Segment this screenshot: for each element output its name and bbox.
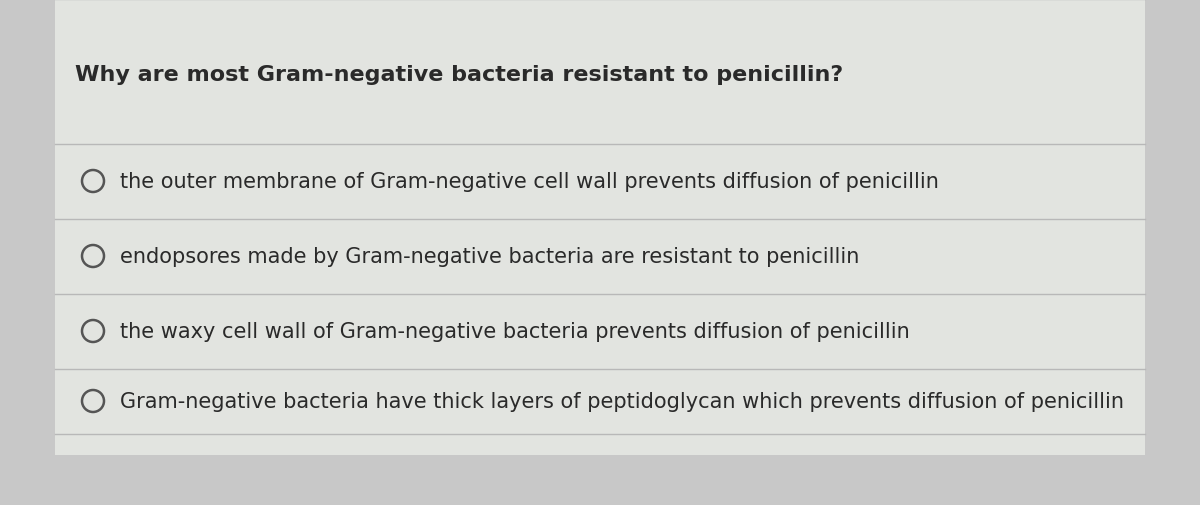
Text: endopsores made by Gram-negative bacteria are resistant to penicillin: endopsores made by Gram-negative bacteri… <box>120 246 859 267</box>
FancyBboxPatch shape <box>55 0 1145 455</box>
Text: Gram-negative bacteria have thick layers of peptidoglycan which prevents diffusi: Gram-negative bacteria have thick layers… <box>120 391 1124 411</box>
Text: the outer membrane of Gram-negative cell wall prevents diffusion of penicillin: the outer membrane of Gram-negative cell… <box>120 172 938 191</box>
Text: the waxy cell wall of Gram-negative bacteria prevents diffusion of penicillin: the waxy cell wall of Gram-negative bact… <box>120 321 910 341</box>
Text: Why are most Gram-negative bacteria resistant to penicillin?: Why are most Gram-negative bacteria resi… <box>74 65 844 85</box>
